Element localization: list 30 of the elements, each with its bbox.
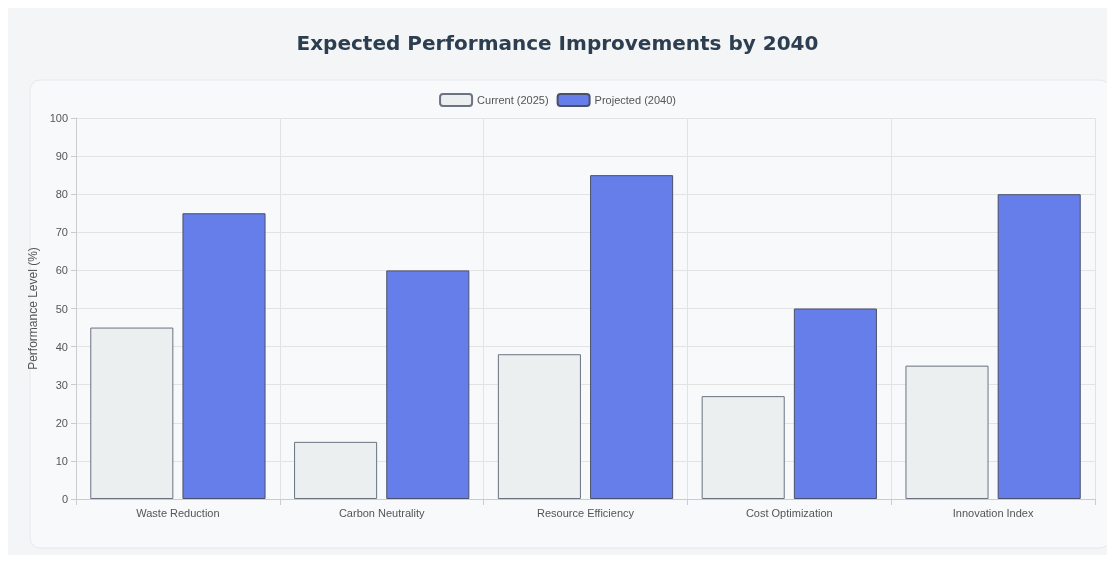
y-tick-label: 40	[55, 340, 68, 353]
bar	[590, 175, 674, 499]
legend-label: Current (2025)	[477, 94, 549, 106]
y-tick-label: 20	[55, 416, 68, 429]
bar	[182, 213, 266, 499]
x-tick-label: Cost Optimization	[745, 506, 833, 519]
x-tick-label: Waste Reduction	[136, 506, 220, 519]
y-tick-label: 60	[55, 264, 68, 277]
bar	[997, 194, 1081, 499]
y-tick-label: 80	[55, 188, 68, 201]
y-tick-label: 0	[61, 493, 68, 505]
x-tick-label: Innovation Index	[952, 506, 1034, 519]
y-tick-label: 90	[55, 150, 68, 163]
y-tick-label: 30	[55, 378, 68, 391]
y-tick-label: 100	[49, 112, 68, 124]
bar	[793, 308, 877, 499]
bar	[294, 441, 378, 499]
bar	[701, 396, 785, 499]
bar	[497, 354, 581, 499]
bar	[386, 270, 470, 499]
chart-title: Expected Performance Improvements by 2040	[296, 31, 819, 55]
x-tick-label: Carbon Neutrality	[338, 506, 425, 519]
y-tick-label: 70	[55, 226, 68, 239]
x-tick-label: Resource Efficiency	[536, 506, 635, 519]
y-tick-label: 50	[55, 302, 68, 315]
bar	[90, 327, 174, 499]
legend-label: Projected (2040)	[594, 94, 676, 106]
y-tick-label: 10	[55, 454, 68, 467]
y-axis-title: Performance Level (%)	[25, 247, 40, 370]
bar	[905, 365, 989, 499]
